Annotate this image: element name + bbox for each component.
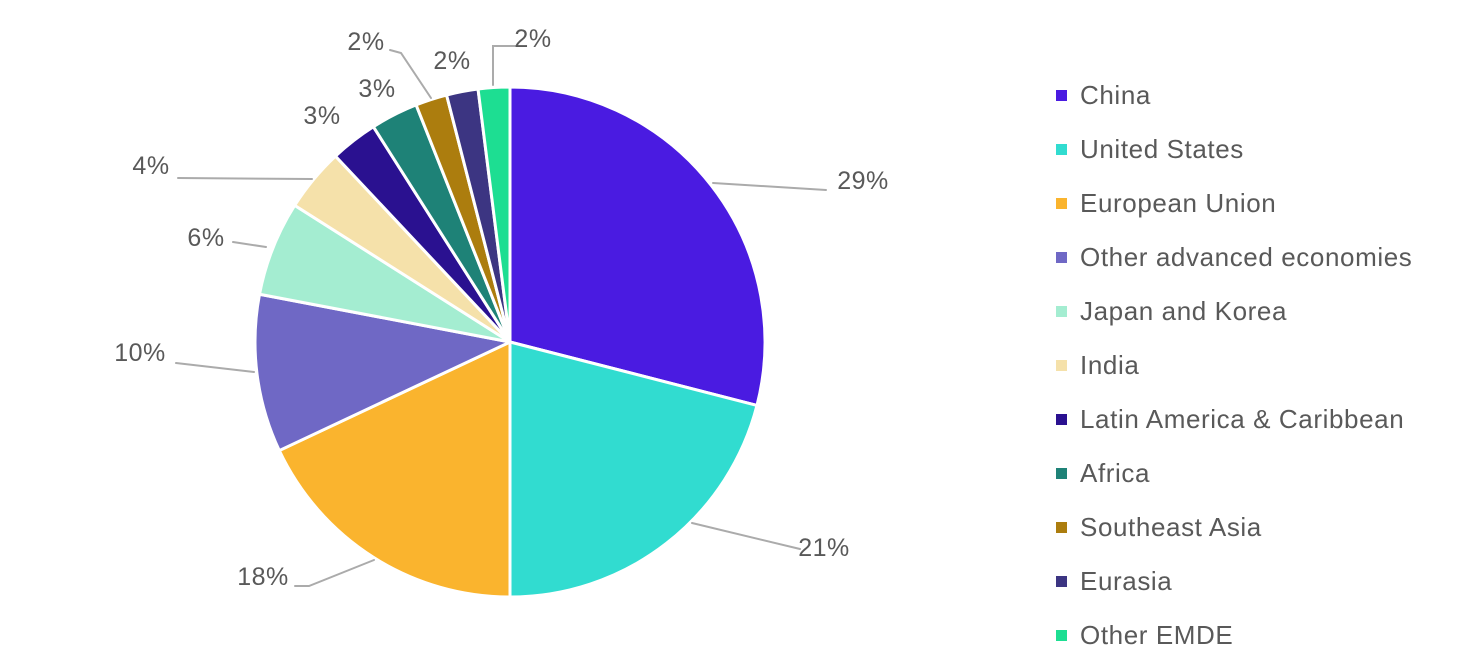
leader-line	[294, 559, 375, 587]
legend-swatch-icon	[1056, 89, 1067, 101]
slice-label: 10%	[114, 339, 166, 367]
pie-slice-united-states	[508, 340, 759, 599]
legend-label: China	[1080, 79, 1151, 110]
legend-item-european-union: European Union	[1056, 176, 1412, 230]
slice-label: 2%	[347, 28, 384, 56]
legend-item-india: India	[1056, 338, 1412, 392]
legend-label: Japan and Korea	[1080, 295, 1288, 326]
legend-item-southeast-asia: Southeast Asia	[1056, 501, 1412, 555]
legend-item-united-states: United States	[1056, 122, 1412, 176]
legend-swatch-icon	[1056, 576, 1067, 588]
slice-label: 18%	[237, 563, 289, 591]
legend-item-other-emde: Other EMDE	[1056, 609, 1412, 660]
legend-label: India	[1080, 350, 1140, 381]
legend-item-latin-america-caribbean: Latin America & Caribbean	[1056, 393, 1412, 447]
legend: China United States European Union Other ad…	[1056, 68, 1412, 660]
legend-item-china: China	[1056, 68, 1412, 122]
slice-label: 4%	[132, 152, 169, 180]
legend-label: European Union	[1080, 187, 1277, 218]
legend-label: Eurasia	[1080, 566, 1173, 597]
slice-label: 2%	[433, 47, 470, 75]
leader-line	[691, 522, 801, 550]
legend-swatch-icon	[1056, 414, 1067, 426]
slice-label: 3%	[358, 75, 395, 103]
legend-swatch-icon	[1056, 251, 1067, 263]
legend-label: Latin America & Caribbean	[1080, 404, 1405, 435]
legend-label: United States	[1080, 133, 1244, 164]
slice-label: 2%	[514, 25, 551, 53]
leader-line	[232, 241, 267, 248]
legend-swatch-icon	[1056, 630, 1067, 642]
legend-swatch-icon	[1056, 305, 1067, 317]
pie-slice-european-union	[277, 340, 512, 599]
legend-swatch-icon	[1056, 360, 1067, 372]
legend-item-eurasia: Eurasia	[1056, 555, 1412, 609]
leader-line	[712, 182, 827, 191]
slice-percentage-labels: 29% 21% 18% 10% 6% 4% 3% 3% 2% 2% 2%	[114, 25, 889, 591]
pie-slice-china	[508, 85, 767, 407]
leader-line	[177, 177, 313, 180]
legend-label: Other EMDE	[1080, 620, 1234, 651]
legend-label: Other advanced economies	[1080, 241, 1413, 272]
legend-swatch-icon	[1056, 197, 1067, 209]
leader-line	[175, 362, 255, 373]
legend-swatch-icon	[1056, 522, 1067, 534]
legend-item-africa: Africa	[1056, 447, 1412, 501]
legend-swatch-icon	[1056, 143, 1067, 155]
legend-swatch-icon	[1056, 468, 1067, 480]
slice-label: 6%	[187, 224, 224, 252]
label-leader-lines	[175, 45, 827, 587]
legend-label: Southeast Asia	[1080, 512, 1262, 543]
pie-slices	[253, 85, 767, 599]
legend-label: Africa	[1080, 458, 1151, 489]
leader-line	[492, 45, 517, 86]
pie-slice-other-advanced-economies	[253, 292, 512, 453]
slice-label: 3%	[303, 102, 340, 130]
legend-item-japan-and-korea: Japan and Korea	[1056, 284, 1412, 338]
slice-label: 21%	[798, 534, 850, 562]
pie-slice-other-emde	[476, 85, 512, 344]
leader-line	[389, 49, 432, 99]
slice-label: 29%	[837, 167, 889, 195]
legend-item-other-advanced-economies: Other advanced economies	[1056, 230, 1412, 284]
